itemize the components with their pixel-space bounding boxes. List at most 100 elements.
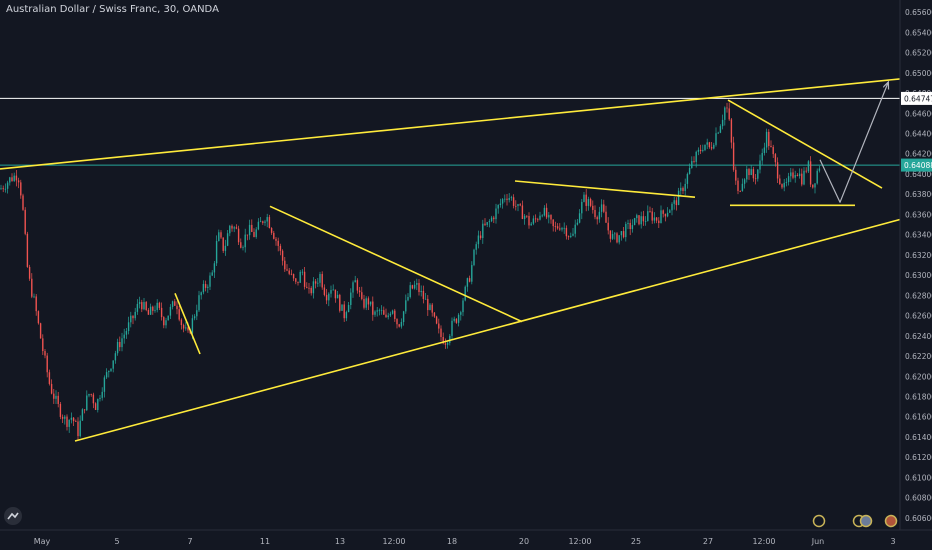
candle-body	[438, 323, 440, 329]
candle-body	[308, 287, 310, 289]
candle-body	[587, 199, 590, 206]
candle-body	[576, 222, 579, 225]
candle-body	[732, 142, 735, 170]
candle-body	[191, 318, 194, 334]
candle-body	[440, 328, 442, 337]
candle-body	[508, 198, 510, 200]
candle-body	[523, 215, 526, 219]
candle-body	[389, 313, 392, 316]
x-tick-label: 5	[114, 537, 119, 546]
candle-body	[757, 169, 759, 179]
candle-body	[246, 234, 249, 236]
trend-line[interactable]	[74, 218, 901, 442]
candle-body	[567, 236, 570, 238]
candle-body	[809, 161, 812, 185]
candle-body	[209, 275, 211, 287]
price-axis[interactable]	[900, 0, 932, 530]
candle-body	[385, 314, 387, 318]
candle-body	[268, 217, 271, 229]
tradingview-logo-icon[interactable]	[4, 507, 22, 525]
candle-body	[171, 301, 174, 307]
candle-body	[75, 421, 77, 422]
candle-body	[112, 360, 114, 369]
candle-body	[59, 403, 62, 417]
flag-event-icon[interactable]	[884, 514, 898, 528]
candle-body	[776, 162, 779, 179]
candle-body	[224, 245, 227, 251]
candle-body	[20, 182, 22, 196]
candle-body	[413, 284, 416, 289]
candle-body	[504, 198, 506, 200]
candle-body	[279, 245, 282, 251]
candle-body	[352, 282, 354, 293]
x-tick-label: 12:00	[382, 537, 405, 546]
price-label-box	[901, 91, 932, 105]
candle-body	[552, 219, 554, 227]
candle-body	[655, 217, 658, 221]
projection-arrow[interactable]	[819, 83, 888, 203]
candle-body	[699, 149, 702, 151]
candle-body	[526, 215, 528, 217]
trend-line[interactable]	[0, 78, 901, 170]
candle-body	[460, 312, 462, 315]
trend-line[interactable]	[514, 180, 696, 198]
candle-body	[475, 244, 477, 250]
candle-body	[442, 336, 444, 344]
candle-body	[600, 204, 603, 212]
candle-body	[537, 219, 539, 221]
candle-body	[594, 209, 596, 218]
candle-body	[220, 232, 222, 238]
candle-body	[35, 296, 37, 312]
candle-body	[64, 416, 66, 419]
candle-body	[583, 194, 585, 202]
candle-body	[792, 172, 794, 178]
candle-body	[248, 224, 251, 236]
candle-body	[473, 249, 475, 266]
candle-body	[202, 284, 205, 293]
candle-body	[281, 250, 284, 261]
candle-body	[380, 310, 383, 311]
candle-body	[288, 270, 290, 274]
candle-body	[675, 200, 678, 206]
candle-body	[4, 188, 7, 190]
candle-body	[222, 237, 224, 251]
candle-body	[506, 198, 508, 200]
x-tick-label: 11	[260, 537, 270, 546]
candle-body	[253, 231, 255, 237]
candle-body	[350, 292, 352, 306]
candle-body	[88, 394, 90, 396]
candle-body	[464, 286, 466, 301]
time-axis[interactable]	[0, 530, 932, 550]
candle-body	[266, 217, 268, 222]
candle-body	[633, 218, 636, 226]
candle-body	[251, 224, 253, 232]
candle-body	[532, 218, 535, 224]
candle-body	[746, 168, 748, 180]
candle-body	[242, 247, 244, 249]
candle-body	[358, 290, 361, 293]
earnings-event-icon[interactable]	[812, 514, 826, 528]
candle-body	[486, 222, 488, 225]
trend-line[interactable]	[727, 99, 883, 189]
candle-body	[99, 397, 101, 400]
candle-body	[213, 263, 216, 273]
candle-body	[554, 226, 557, 227]
candle-body	[515, 205, 517, 207]
candle-body	[479, 235, 482, 239]
trend-line[interactable]	[174, 292, 201, 355]
candle-body	[317, 282, 319, 284]
trend-line[interactable]	[269, 205, 523, 323]
candle-body	[772, 147, 774, 155]
flag-event-icon[interactable]	[859, 514, 873, 528]
candle-body	[644, 221, 647, 222]
candle-body	[132, 315, 134, 319]
